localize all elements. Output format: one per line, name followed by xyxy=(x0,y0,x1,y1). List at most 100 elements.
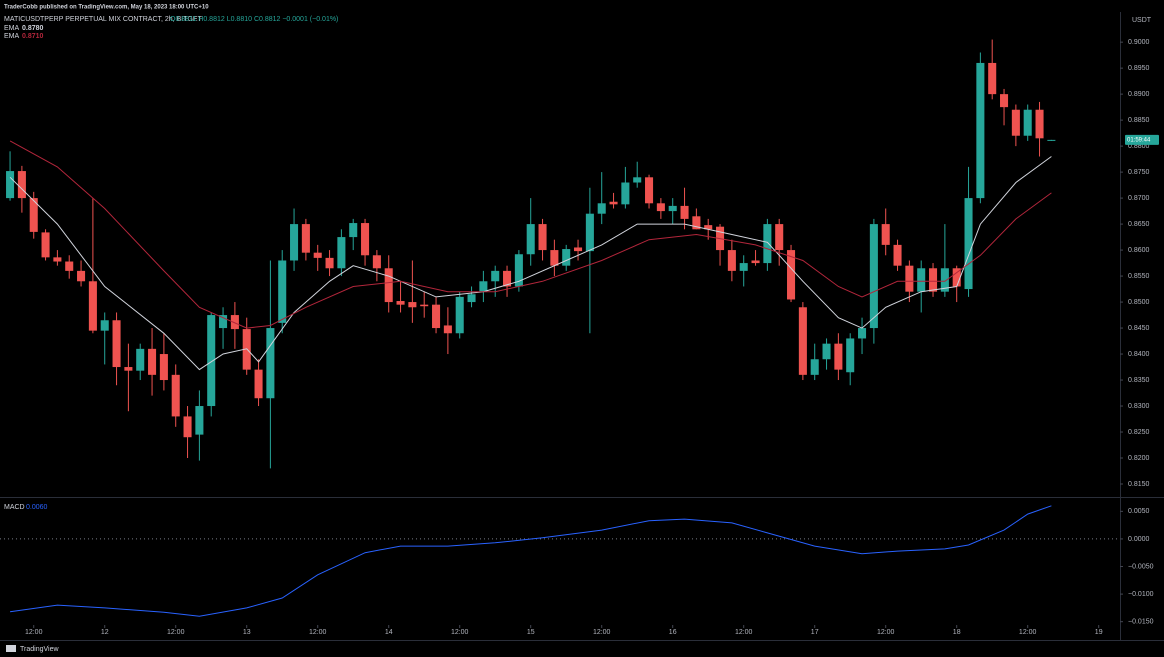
currency: USDT xyxy=(1132,17,1152,24)
y-tick-label: 0.9000 xyxy=(1128,39,1150,46)
x-tick-label: 12 xyxy=(101,629,109,636)
candle-body xyxy=(290,224,299,261)
candle-body xyxy=(775,224,784,251)
candle-body xyxy=(41,232,50,258)
x-tick-label: 12:00 xyxy=(451,629,469,636)
candle-body xyxy=(136,348,145,371)
x-tick-label: 12:00 xyxy=(593,629,611,636)
legend-value: 0.8780 xyxy=(22,25,44,32)
symbol-title: MATICUSDTPERP PERPETUAL MIX CONTRACT, 2h… xyxy=(4,16,203,23)
line xyxy=(9,156,1052,371)
y-tick-label: 0.8900 xyxy=(1128,91,1150,98)
candle-body xyxy=(503,270,512,287)
candle-body xyxy=(964,198,973,290)
candle-body xyxy=(148,348,157,375)
candle-body xyxy=(787,250,796,300)
candle-body xyxy=(597,203,606,214)
candle-body xyxy=(278,260,287,323)
x-tick-label: 12:00 xyxy=(735,629,753,636)
candle-body xyxy=(443,325,452,334)
candle-body xyxy=(1035,109,1044,139)
publisher: TraderCobb published on TradingView.com,… xyxy=(4,5,209,11)
candle-body xyxy=(195,406,204,435)
candle-body xyxy=(479,281,488,292)
legend-value: 0.8710 xyxy=(22,33,44,40)
candle-body xyxy=(230,315,239,330)
ohlc-header: O0.8811 H0.8812 L0.8810 C0.8812 −0.0001 … xyxy=(170,16,338,23)
y-tick-label: 0.8300 xyxy=(1128,403,1150,410)
x-tick-label: 12:00 xyxy=(167,629,185,636)
y-tick-label: 0.8400 xyxy=(1128,351,1150,358)
candle-body xyxy=(467,294,476,303)
candle-body xyxy=(491,270,500,282)
candle-body xyxy=(668,205,677,212)
y-tick-label: −0.0150 xyxy=(1128,619,1154,626)
candle-body xyxy=(846,338,855,373)
candle-body xyxy=(952,268,961,287)
candle-body xyxy=(739,263,748,271)
candle-body xyxy=(834,343,843,370)
candle-body xyxy=(301,224,310,253)
candle-body xyxy=(869,224,878,329)
y-tick-label: 0.8950 xyxy=(1128,65,1150,72)
y-tick-label: 0.8650 xyxy=(1128,221,1150,228)
candle-body xyxy=(266,328,275,399)
candle-body xyxy=(219,315,228,329)
candle-body xyxy=(798,307,807,375)
candle-body xyxy=(514,254,523,287)
line xyxy=(9,140,1052,329)
candle-body xyxy=(53,257,62,262)
candle-body xyxy=(325,257,334,269)
candle-body xyxy=(751,260,760,264)
candle-body xyxy=(680,205,689,219)
candle-body xyxy=(171,374,180,417)
y-tick-label: 0.8750 xyxy=(1128,169,1150,176)
indicator-name: MACD xyxy=(4,504,25,511)
candle-body xyxy=(112,320,121,368)
candle-body xyxy=(124,367,133,371)
candle-body xyxy=(905,265,914,292)
candle-body xyxy=(976,62,985,199)
x-tick-label: 19 xyxy=(1095,629,1103,636)
candle-body xyxy=(893,244,902,266)
brand: TradingView xyxy=(20,646,59,653)
x-tick-label: 16 xyxy=(669,629,677,636)
candle-body xyxy=(384,268,393,303)
brand-logo xyxy=(6,645,16,652)
candle-body xyxy=(88,281,97,331)
y-tick-label: 0.0000 xyxy=(1128,536,1150,543)
candle-body xyxy=(526,224,535,255)
x-tick-label: 17 xyxy=(811,629,819,636)
candle-body xyxy=(29,198,38,232)
candle-body xyxy=(692,216,701,230)
y-tick-label: 0.8350 xyxy=(1128,377,1150,384)
candle-body xyxy=(1011,109,1020,136)
candle-body xyxy=(621,182,630,205)
y-tick-label: 0.8250 xyxy=(1128,429,1150,436)
candle-body xyxy=(550,250,559,266)
x-tick-label: 12:00 xyxy=(25,629,43,636)
line xyxy=(10,505,1052,617)
candle-body xyxy=(562,249,571,266)
candle-body xyxy=(313,252,322,258)
candle-body xyxy=(1047,139,1056,141)
candle-body xyxy=(207,315,216,407)
candle-body xyxy=(1023,109,1032,136)
y-tick-label: −0.0050 xyxy=(1128,563,1154,570)
y-tick-label: 0.0050 xyxy=(1128,508,1150,515)
y-tick-label: 0.8700 xyxy=(1128,195,1150,202)
candle-body xyxy=(929,268,938,292)
candle-body xyxy=(727,250,736,271)
price-tag xyxy=(1125,134,1159,145)
candle-body xyxy=(432,304,441,329)
candle-body xyxy=(77,270,86,282)
x-tick-label: 12:00 xyxy=(1019,629,1037,636)
candle-body xyxy=(337,237,346,269)
candle-body xyxy=(183,416,192,438)
x-tick-label: 12:00 xyxy=(877,629,895,636)
candle-body xyxy=(361,223,370,256)
y-tick-label: 0.8800 xyxy=(1128,143,1150,150)
candle-body xyxy=(633,177,642,183)
